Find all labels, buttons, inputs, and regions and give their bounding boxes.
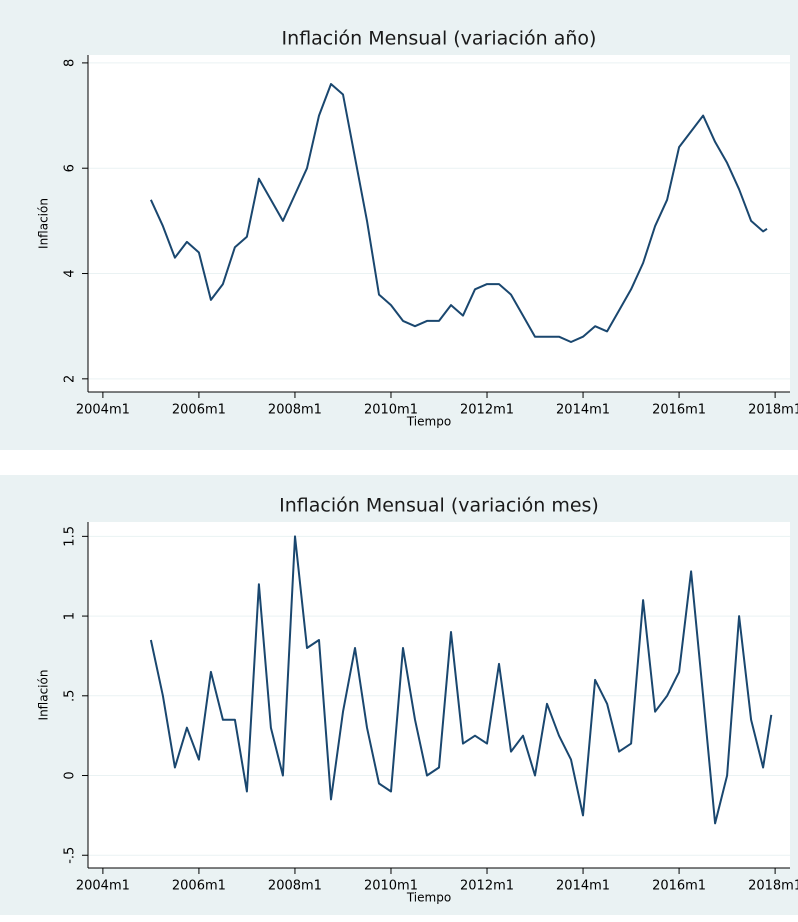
y-tick-label: 1.5 xyxy=(63,526,78,547)
x-tick-label: 2006m1 xyxy=(172,879,226,894)
x-tick-label: 2006m1 xyxy=(172,403,226,418)
x-tick-label: 2018m1 xyxy=(748,403,798,418)
series-line xyxy=(149,535,773,825)
x-tick-label: 2010m1 xyxy=(364,879,418,894)
x-tick-label: 2012m1 xyxy=(460,879,514,894)
y-tick-label: 8 xyxy=(63,59,78,67)
x-tick-label: 2016m1 xyxy=(652,879,706,894)
y-axis-label: Inflación xyxy=(37,670,51,721)
y-tick-label: -.5 xyxy=(63,847,78,864)
y-axis-label: Inflación xyxy=(37,198,51,249)
x-tick-label: 2014m1 xyxy=(556,403,610,418)
chart-panel: Inflación Mensual (variación mes) -.5 0 .5 1… xyxy=(0,475,798,915)
x-tick-label: 2012m1 xyxy=(460,403,514,418)
y-tick-label: 2 xyxy=(63,375,78,383)
x-tick-label: 2004m1 xyxy=(76,403,130,418)
y-tick-label: 4 xyxy=(63,269,78,277)
plot-area xyxy=(88,522,790,868)
x-axis-label: Tiempo xyxy=(406,891,451,905)
x-tick-label: 2016m1 xyxy=(652,403,706,418)
y-tick-label: 6 xyxy=(63,164,78,172)
y-tick-label: .5 xyxy=(63,690,78,702)
x-tick-label: 2010m1 xyxy=(364,403,418,418)
x-tick-label: 2008m1 xyxy=(268,879,322,894)
y-tick-label: 0 xyxy=(63,771,78,779)
x-axis-label: Tiempo xyxy=(406,415,451,429)
series-line xyxy=(149,83,768,343)
x-tick-label: 2018m1 xyxy=(748,879,798,894)
chart-title: Inflación Mensual (variación año) xyxy=(282,28,597,50)
x-tick-label: 2014m1 xyxy=(556,879,610,894)
x-tick-label: 2004m1 xyxy=(76,879,130,894)
x-tick-label: 2008m1 xyxy=(268,403,322,418)
y-tick-label: 1 xyxy=(63,612,78,620)
chart-title: Inflación Mensual (variación mes) xyxy=(279,495,599,517)
plot-area xyxy=(88,55,790,392)
chart-panel: Inflación Mensual (variación año) 2 4 6 8 200… xyxy=(0,0,798,450)
